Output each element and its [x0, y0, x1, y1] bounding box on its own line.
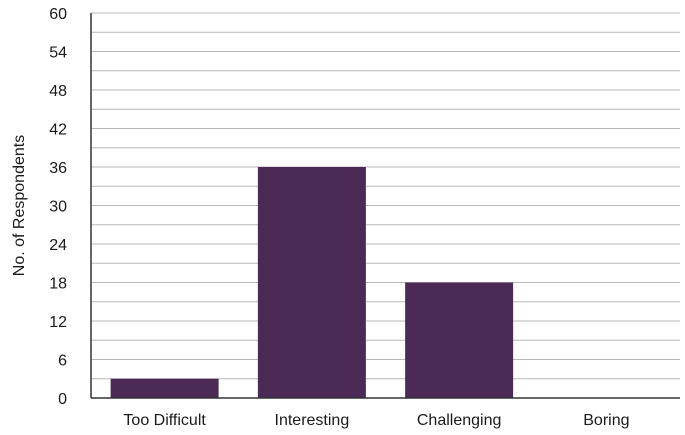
x-tick-label: Boring: [583, 412, 629, 429]
x-tick-label: Too Difficult: [123, 412, 206, 429]
y-tick-label: 48: [49, 83, 67, 100]
y-tick-labels: 0 6 12 18 24 30 36 42 48 54 60: [49, 6, 67, 408]
y-tick-label: 18: [49, 276, 67, 293]
x-tick-labels: Too Difficult Interesting Challenging Borin…: [123, 412, 629, 429]
bar-too-difficult: [110, 378, 219, 398]
x-tick-label: Challenging: [417, 412, 502, 429]
grid-lines: [91, 12, 680, 380]
y-tick-label: 60: [49, 6, 67, 23]
y-tick-label: 36: [49, 160, 67, 177]
y-tick-label: 6: [58, 353, 67, 370]
bar-interesting: [257, 167, 366, 398]
y-tick-label: 0: [58, 391, 67, 408]
bar-challenging: [405, 282, 514, 398]
y-tick-label: 30: [49, 199, 67, 216]
x-tick-label: Interesting: [275, 412, 350, 429]
y-axis-title: No. of Respondents: [11, 135, 28, 276]
axes: [90, 13, 680, 399]
y-tick-label: 12: [49, 314, 67, 331]
bars: [110, 167, 514, 398]
y-tick-label: 42: [49, 122, 67, 139]
y-tick-label: 24: [49, 237, 67, 254]
y-tick-label: 54: [49, 45, 67, 62]
